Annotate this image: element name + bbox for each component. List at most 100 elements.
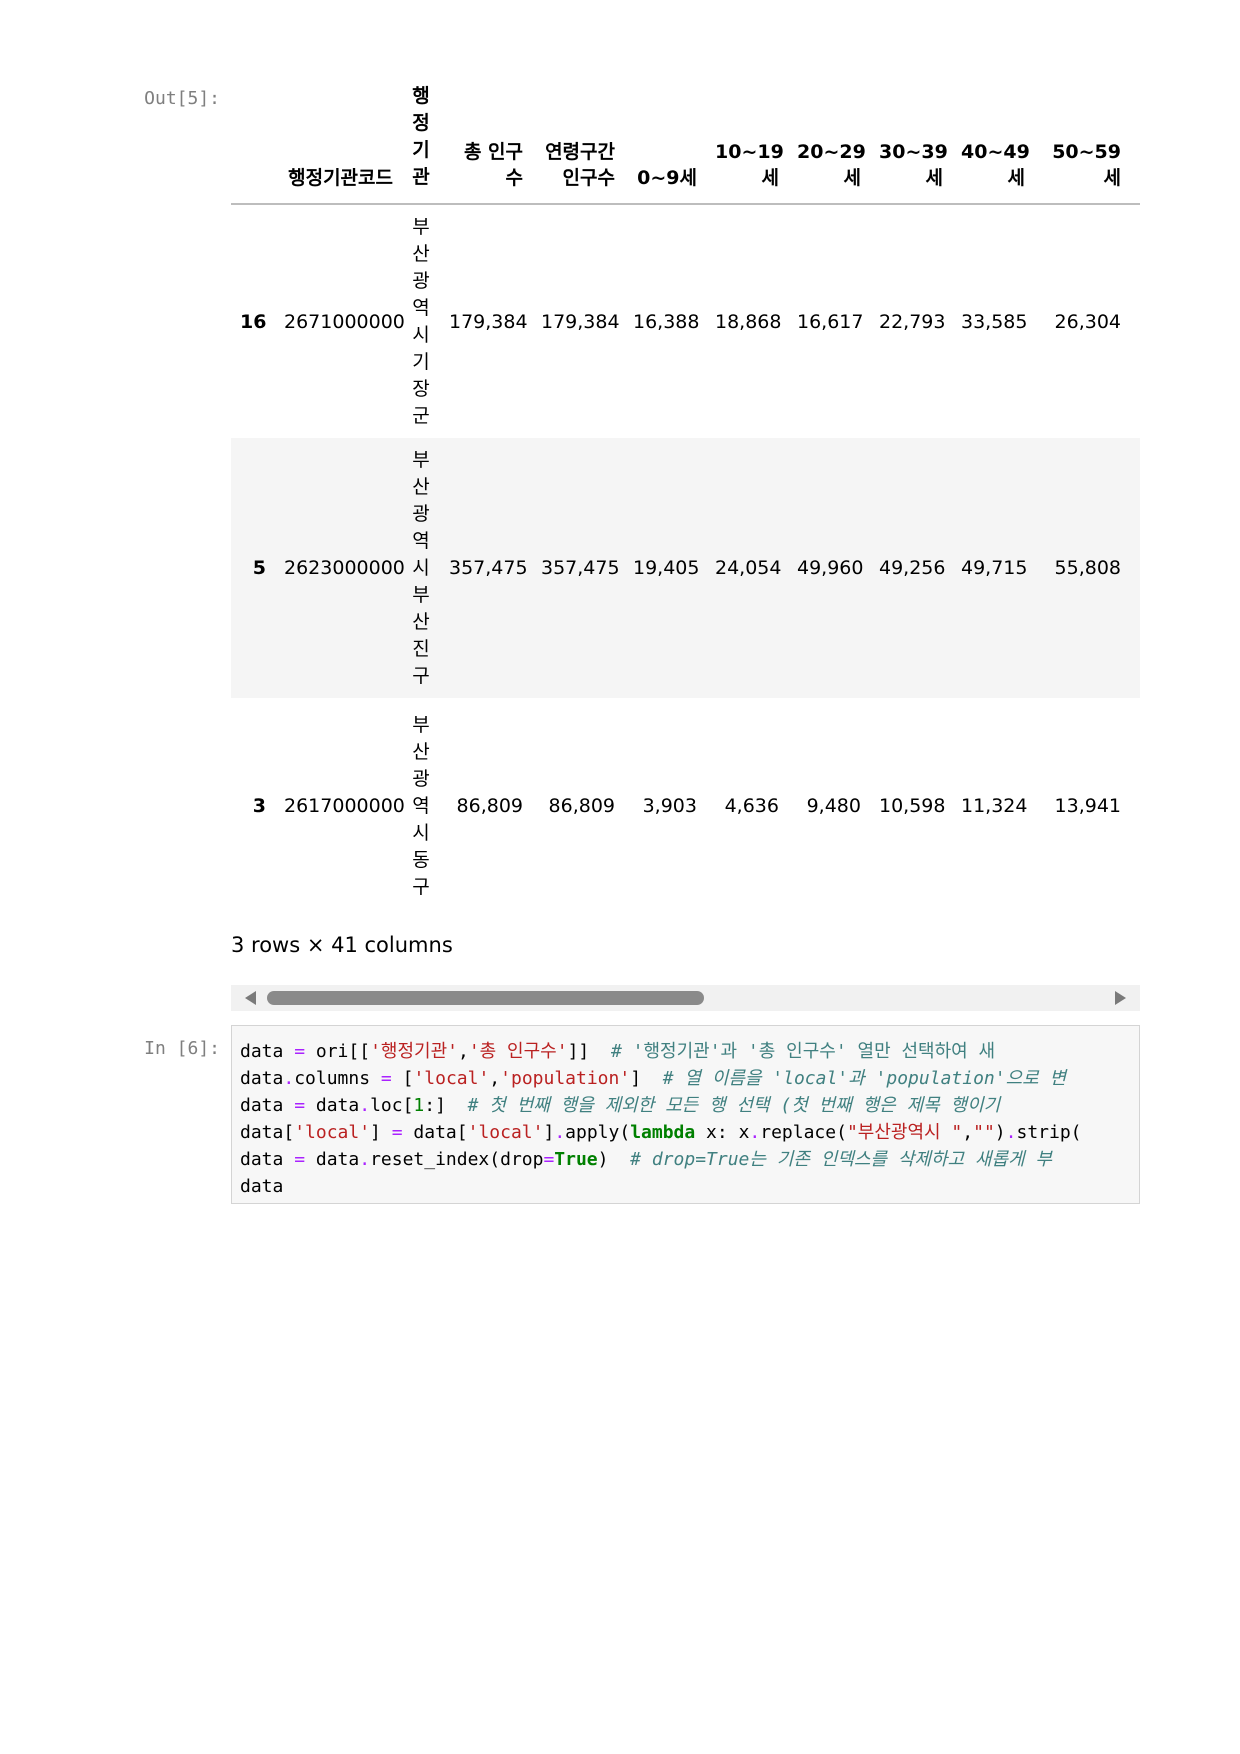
code-token: = xyxy=(391,1122,403,1143)
table-header-row: 행정기관코드 행정기관 총 인구수 연령구간인구수 0~9세 10~19세 20… xyxy=(231,80,1140,205)
table-row: 3 2617000000 부산광역시 동구 86,809 86,809 3,90… xyxy=(231,698,1140,914)
table-cell: 24,054 xyxy=(715,557,782,579)
code-token: :] xyxy=(424,1095,468,1116)
code-token: lambda xyxy=(630,1122,696,1143)
code-line[interactable]: data = data.reset_index(drop=True) # dro… xyxy=(240,1149,1052,1170)
code-token: loc[ xyxy=(370,1095,414,1116)
code-token: '총 인구수' xyxy=(468,1041,568,1062)
scroll-left-arrow-icon[interactable] xyxy=(245,991,256,1005)
column-header: 40~49세 xyxy=(952,80,1034,205)
code-token: ] xyxy=(370,1122,392,1143)
code-token: data xyxy=(240,1095,295,1116)
table-cell: 4,636 xyxy=(724,795,779,817)
index-header xyxy=(231,80,275,205)
code-line[interactable]: data xyxy=(240,1176,283,1197)
code-token: x: x xyxy=(695,1122,750,1143)
table-cell: 357,475 xyxy=(541,557,620,579)
table-cell-text: 부산광역시 부산진구 xyxy=(412,448,430,687)
code-token: data xyxy=(240,1149,295,1170)
table-cell: 부산광역시 동구 xyxy=(402,698,440,914)
code-token: 'local' xyxy=(413,1068,490,1089)
table-cell: 2617000000 xyxy=(284,795,405,817)
output-prompt: Out[5]: xyxy=(144,88,220,109)
code-token: # '행정기관'과 '총 인구수' 열만 선택하여 새 xyxy=(610,1041,996,1062)
code-token: ori[[ xyxy=(305,1041,371,1062)
table-cell-text: 부산광역시 기장군 xyxy=(412,215,430,427)
code-block[interactable]: data = ori[['행정기관','총 인구수']] # '행정기관'과 '… xyxy=(232,1026,1139,1203)
table-cell: 16,617 xyxy=(797,310,864,333)
table-cell: 16,388 xyxy=(633,310,700,333)
table-cell: 18,868 xyxy=(715,310,782,333)
table-cell: 19,405 xyxy=(633,557,700,579)
table-cell: 49,960 xyxy=(797,557,864,579)
code-token: data xyxy=(240,1041,295,1062)
column-header: 0~9세 xyxy=(624,80,706,205)
column-header: 50~59세 xyxy=(1034,80,1140,205)
table-cell: 179,384 xyxy=(449,310,528,333)
table-cell: 2671000000 xyxy=(284,310,405,333)
column-header: 10~19세 xyxy=(706,80,788,205)
code-token: . xyxy=(359,1095,371,1116)
code-token: . xyxy=(749,1122,761,1143)
code-token: ) xyxy=(994,1122,1006,1143)
code-line[interactable]: data['local'] = data['local'].apply(lamb… xyxy=(240,1122,1082,1143)
horizontal-scrollbar[interactable] xyxy=(231,985,1140,1011)
table-cell: 179,384 xyxy=(541,310,620,333)
table-row: 16 2671000000 부산광역시 기장군 179,384 179,384 … xyxy=(231,204,1140,438)
code-token: . xyxy=(359,1149,371,1170)
code-token: 'population' xyxy=(500,1068,631,1089)
table-cell: 86,809 xyxy=(456,795,523,817)
table-cell: 부산광역시 기장군 xyxy=(402,204,440,438)
scrollbar-thumb[interactable] xyxy=(267,991,704,1005)
code-cell-editor[interactable]: data = ori[['행정기관','총 인구수']] # '행정기관'과 '… xyxy=(231,1025,1140,1204)
column-header: 행정기관 xyxy=(402,80,440,205)
dataframe-output: 행정기관코드 행정기관 총 인구수 연령구간인구수 0~9세 10~19세 20… xyxy=(231,80,1140,914)
table-cell: 11,324 xyxy=(961,795,1028,817)
table-cell: 86,809 xyxy=(548,795,615,817)
table-cell: 22,793 xyxy=(879,310,946,333)
code-token: # drop=True는 기존 인덱스를 삭제하고 새롭게 부 xyxy=(630,1149,1052,1170)
code-token: data xyxy=(305,1095,360,1116)
table-cell: 49,715 xyxy=(961,557,1028,579)
code-token: = xyxy=(380,1068,392,1089)
code-token: # 첫 번째 행을 제외한 모든 행 선택 (첫 번째 행은 제목 행이기 xyxy=(467,1095,1001,1116)
table-cell: 13,941 xyxy=(1054,795,1121,817)
scroll-right-arrow-icon[interactable] xyxy=(1115,991,1126,1005)
table-cell: 3,903 xyxy=(642,795,697,817)
row-index: 5 xyxy=(252,557,266,579)
code-token: columns xyxy=(294,1068,381,1089)
column-header: 30~39세 xyxy=(870,80,952,205)
code-token: = xyxy=(294,1095,306,1116)
code-token: data xyxy=(240,1176,284,1197)
input-prompt: In [6]: xyxy=(144,1038,220,1059)
row-index: 3 xyxy=(252,795,266,817)
code-token: = xyxy=(294,1149,306,1170)
code-token: ) xyxy=(597,1149,631,1170)
code-token: . xyxy=(283,1068,295,1089)
code-token: reset_index(drop xyxy=(370,1149,544,1170)
dataframe-table: 행정기관코드 행정기관 총 인구수 연령구간인구수 0~9세 10~19세 20… xyxy=(231,80,1140,914)
code-line[interactable]: data = ori[['행정기관','총 인구수']] # '행정기관'과 '… xyxy=(240,1041,995,1062)
code-token: = xyxy=(543,1149,555,1170)
table-cell: 26,304 xyxy=(1054,310,1121,333)
table-cell: 10,598 xyxy=(879,795,946,817)
code-token: = xyxy=(294,1041,306,1062)
code-token: apply( xyxy=(565,1122,631,1143)
table-cell: 2623000000 xyxy=(284,557,405,579)
table-row: 5 2623000000 부산광역시 부산진구 357,475 357,475 … xyxy=(231,438,1140,698)
code-token: , xyxy=(962,1122,974,1143)
table-cell: 9,480 xyxy=(806,795,861,817)
code-line[interactable]: data.columns = ['local','population'] # … xyxy=(240,1068,1066,1089)
code-token: '행정기관' xyxy=(370,1041,458,1062)
code-token: True xyxy=(554,1149,598,1170)
column-header: 행정기관코드 xyxy=(275,80,402,205)
code-token: . xyxy=(1005,1122,1017,1143)
column-header: 20~29세 xyxy=(788,80,870,205)
table-cell: 357,475 xyxy=(449,557,528,579)
table-cell-text: 부산광역시 동구 xyxy=(412,713,430,898)
column-header-text: 행정기관 xyxy=(412,85,430,188)
code-token: . xyxy=(554,1122,566,1143)
code-token: strip( xyxy=(1016,1122,1082,1143)
row-index: 16 xyxy=(240,310,267,333)
code-line[interactable]: data = data.loc[1:] # 첫 번째 행을 제외한 모든 행 선… xyxy=(240,1095,1000,1116)
